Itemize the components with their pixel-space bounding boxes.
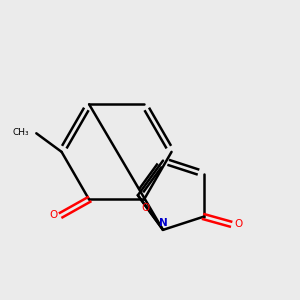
Text: O: O xyxy=(235,219,243,229)
Text: O: O xyxy=(49,210,57,220)
Text: O: O xyxy=(141,203,150,213)
Text: CH₃: CH₃ xyxy=(13,128,30,137)
Text: N: N xyxy=(159,218,168,228)
